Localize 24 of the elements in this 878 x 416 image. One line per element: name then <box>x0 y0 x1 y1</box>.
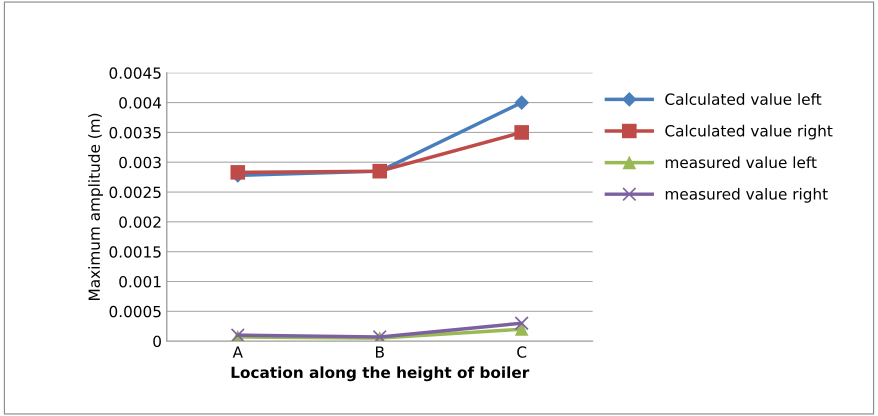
x-tick-label: C <box>517 346 526 358</box>
x-tick-label: B <box>376 346 384 358</box>
x-tick-label: A <box>232 346 243 358</box>
legend-label: Calculated value left <box>665 93 822 105</box>
legend-label: Calculated value right <box>665 124 832 140</box>
y-tick-label: 0.0005 <box>110 306 161 318</box>
y-tick-label: 0.0035 <box>110 126 161 138</box>
y-axis-title: Maximum amplitude (m) <box>88 114 103 300</box>
point <box>230 165 246 180</box>
y-tick-label: 0.004 <box>119 97 162 109</box>
point <box>514 316 529 330</box>
y-tick-label: 0.0045 <box>110 67 161 79</box>
legend-label: measured value right <box>666 188 828 203</box>
y-tick-label: 0.001 <box>119 276 161 288</box>
y-tick-label: 0.0015 <box>110 246 161 258</box>
x-axis-title: Location along the height of boiler <box>232 366 530 382</box>
point <box>515 322 528 336</box>
y-tick-label: 0.002 <box>119 216 160 228</box>
point <box>514 95 529 110</box>
y-tick-label: 0 <box>153 336 161 348</box>
y-tick-label: 0.003 <box>119 156 161 168</box>
point <box>514 125 529 140</box>
y-tick-label: 0.0025 <box>110 186 161 198</box>
legend-label: measured value left <box>666 156 817 168</box>
